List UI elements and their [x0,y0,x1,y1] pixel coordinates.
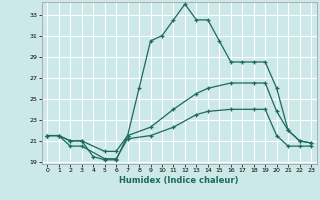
X-axis label: Humidex (Indice chaleur): Humidex (Indice chaleur) [119,176,239,185]
